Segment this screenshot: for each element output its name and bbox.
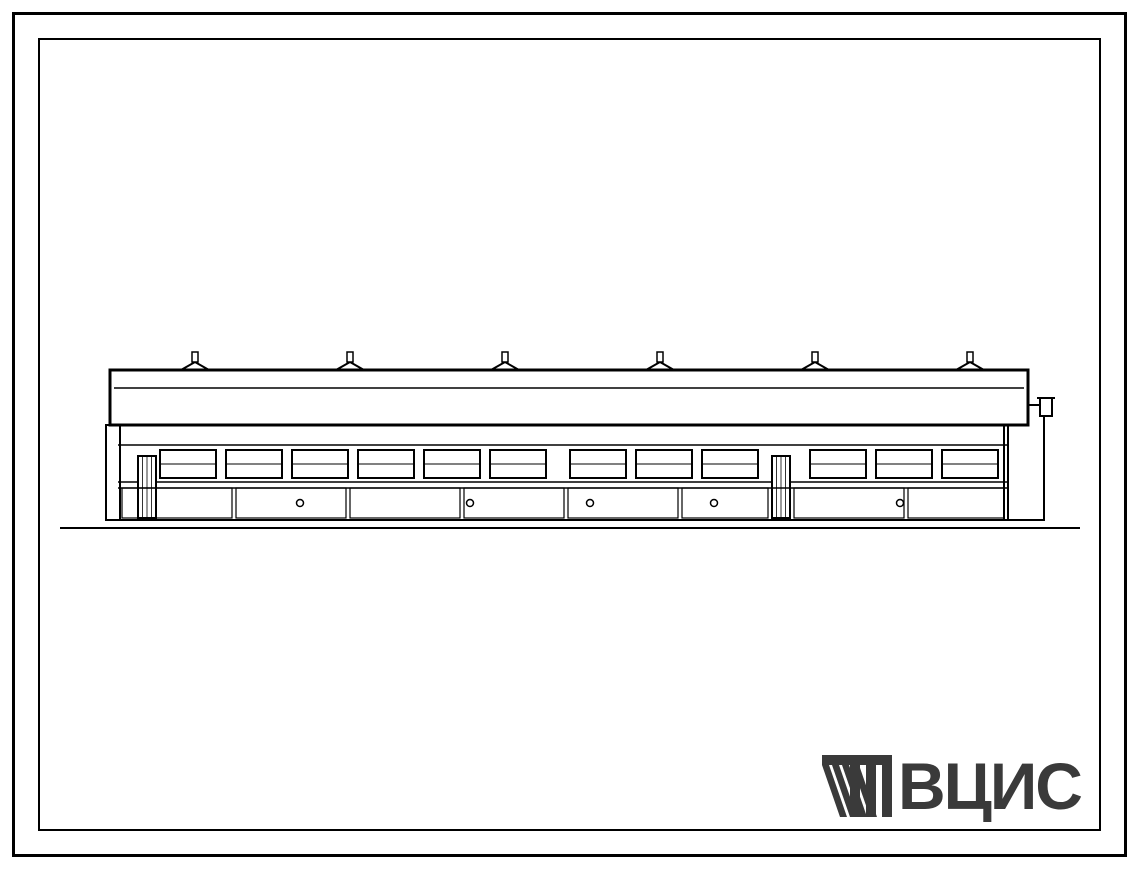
- logo-text: ВЦИС: [898, 748, 1081, 824]
- logo: ВЦИС: [822, 748, 1081, 824]
- logo-mark-icon: [822, 755, 892, 817]
- building-elevation-drawing: [0, 0, 1139, 869]
